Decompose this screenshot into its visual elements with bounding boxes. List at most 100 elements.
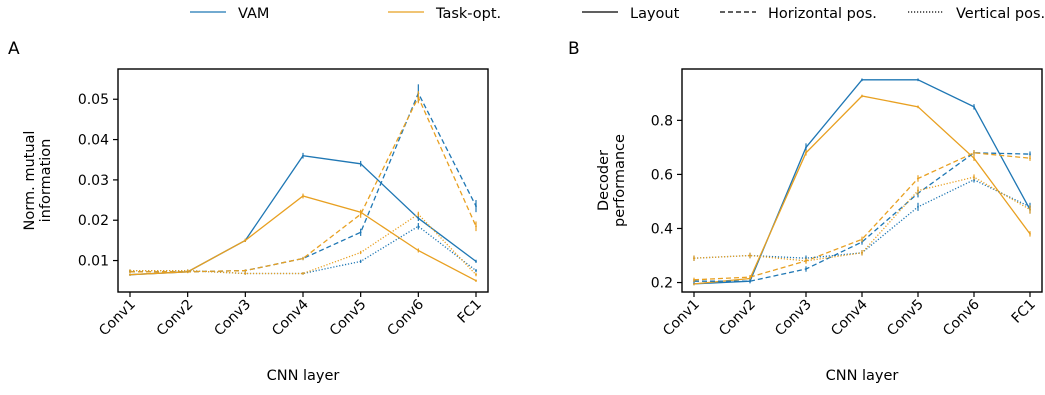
plot-frame-1	[681, 68, 1043, 293]
ytick-label-1-1: 0.4	[651, 221, 673, 237]
legend: VAM Task-opt. Layout Horizontal pos. Vertica…	[190, 6, 1045, 22]
x-axis-label-1: CNN layer	[826, 368, 899, 384]
xtick-label-1-0: Conv1	[660, 297, 703, 340]
xtick-label-0-5: Conv6	[384, 296, 427, 339]
ytick-label-0-4: 0.05	[78, 92, 109, 108]
point-0-0-3	[302, 154, 304, 157]
series-0-0	[129, 155, 477, 276]
point-1-1-0	[693, 282, 695, 285]
xtick-label-0-2: Conv3	[211, 297, 254, 340]
point-1-1-5	[973, 157, 975, 160]
point-1-0-4	[917, 78, 919, 81]
xtick-label-0-1: Conv2	[154, 297, 197, 340]
point-1-5-6	[1029, 208, 1031, 211]
point-1-5-1	[749, 254, 751, 257]
point-1-2-1	[749, 280, 751, 283]
point-1-5-0	[693, 257, 695, 260]
point-1-1-4	[917, 105, 919, 108]
point-0-1-2	[244, 239, 247, 242]
point-0-5-6	[475, 273, 477, 276]
xtick-label-0-0: Conv1	[96, 297, 139, 340]
point-1-1-6	[1029, 232, 1031, 235]
point-0-0-6	[475, 260, 477, 263]
point-0-5-0	[129, 269, 131, 272]
series-0-4	[130, 225, 477, 275]
point-0-0-4	[359, 162, 362, 165]
xtick-label-1-1: Conv2	[716, 297, 759, 340]
point-0-1-5	[417, 249, 420, 252]
point-1-0-5	[973, 105, 975, 108]
point-0-3-6	[475, 225, 477, 228]
point-1-3-0	[693, 278, 695, 281]
point-1-1-2	[805, 151, 807, 154]
panel-b-chart: 0.2 0.4 0.6 0.8 Conv1 Conv2 Conv3 Conv4 Conv5 Con…	[596, 68, 1043, 384]
point-0-3-4	[359, 213, 362, 216]
point-1-5-4	[917, 189, 919, 192]
xtick-label-1-2: Conv3	[772, 297, 815, 340]
legend-label-3: Horizontal pos.	[768, 6, 877, 22]
point-1-3-6	[1029, 157, 1031, 160]
y-axis-label-0: Norm. mutualinformation	[22, 131, 54, 231]
point-1-2-2	[805, 268, 807, 270]
xtick-label-0-3: Conv4	[269, 296, 312, 339]
point-1-3-1	[749, 276, 751, 279]
point-0-3-3	[302, 257, 304, 260]
point-1-0-3	[861, 78, 863, 81]
point-0-3-5	[417, 96, 420, 99]
point-1-3-3	[861, 238, 863, 241]
ytick-label-1-0: 0.2	[651, 276, 673, 292]
series-0-1	[129, 195, 477, 282]
point-1-5-3	[861, 251, 863, 254]
point-0-1-3	[302, 195, 304, 197]
point-0-2-6	[475, 205, 477, 208]
point-1-2-6	[1029, 153, 1031, 156]
xtick-label-0-4: Conv5	[327, 297, 370, 340]
legend-label-4: Vertical pos.	[956, 6, 1045, 22]
ytick-label-0-1: 0.02	[78, 213, 109, 229]
series-1-4	[693, 179, 1031, 259]
point-0-4-5	[417, 225, 420, 228]
point-1-5-5	[973, 176, 975, 179]
point-0-3-2	[244, 269, 247, 272]
x-axis-label-0: CNN layer	[267, 368, 340, 384]
point-1-5-2	[805, 260, 807, 262]
series-0-2	[130, 91, 477, 273]
point-0-5-1	[186, 269, 189, 272]
y-axis-label-line-0-1: information	[38, 139, 54, 223]
panel-label-b: B	[568, 39, 580, 59]
ytick-label-1-2: 0.6	[651, 167, 673, 183]
legend-label-1: Task-opt.	[435, 6, 501, 22]
point-0-4-4	[359, 260, 362, 263]
legend-label-2: Layout	[630, 6, 680, 22]
ytick-label-0-0: 0.01	[78, 254, 109, 270]
xtick-label-0-6: FC1	[455, 297, 485, 327]
point-1-4-4	[917, 205, 919, 208]
point-1-3-4	[917, 177, 919, 180]
y-axis-label-line-1-0: Decoder	[596, 150, 612, 211]
point-0-5-2	[244, 272, 247, 275]
ytick-label-1-3: 0.8	[651, 113, 673, 129]
ytick-label-0-3: 0.04	[78, 133, 109, 149]
point-1-3-5	[973, 151, 975, 154]
point-0-5-3	[302, 272, 304, 275]
point-0-0-5	[417, 217, 420, 220]
ytick-label-0-2: 0.03	[78, 173, 109, 189]
series-1-5	[693, 176, 1031, 262]
point-0-1-0	[129, 273, 131, 276]
point-0-4-6	[475, 269, 477, 272]
y-axis-label-line-1-1: performance	[612, 134, 628, 227]
panel-label-a: A	[8, 39, 20, 59]
point-1-1-3	[861, 95, 863, 97]
point-0-1-6	[475, 279, 477, 282]
series-1-3	[693, 152, 1031, 281]
point-1-0-2	[805, 146, 807, 149]
xtick-label-1-6: FC1	[1009, 297, 1039, 327]
xtick-label-1-4: Conv5	[884, 297, 927, 340]
panel-a-chart: 0.01 0.02 0.03 0.04 0.05 Conv1 Conv2 Conv3 Conv4…	[22, 68, 489, 384]
xtick-label-1-5: Conv6	[940, 296, 983, 339]
xtick-label-1-3: Conv4	[828, 296, 871, 339]
point-0-5-5	[417, 213, 420, 216]
legend-label-0: VAM	[238, 6, 269, 22]
series-1-1	[693, 95, 1031, 285]
